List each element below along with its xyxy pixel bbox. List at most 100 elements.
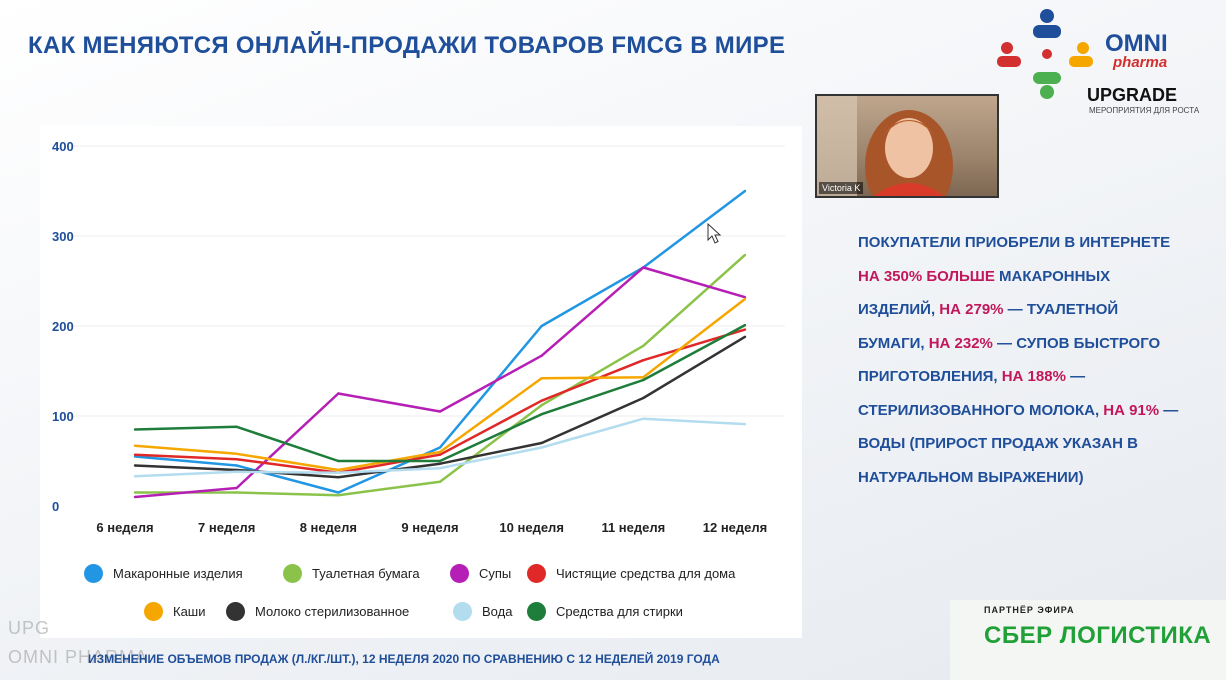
x-tick-label-0: 6 неделя [96,520,153,535]
y-tick-label-1: 100 [52,409,74,424]
data-point-5-4 [540,441,543,445]
data-point-3-3 [438,453,442,456]
insight-text: ПОКУПАТЕЛИ ПРИОБРЕЛИ В ИНТЕРНЕТЕ НА 350%… [858,226,1188,494]
insight-highlight-1: НА 279% [939,301,1004,318]
line-chart: 0 100 200 300 400 6 неделя 7 неделя 8 неделя 9 н… [52,139,785,535]
data-point-4-4 [540,377,543,380]
data-point-4-2 [337,468,340,472]
data-point-2-5 [642,266,645,269]
data-point-3-4 [540,399,543,402]
y-tick-label-0: 0 [52,499,59,514]
legend-item-3: Чистящие средства для дома [527,564,735,583]
data-point-5-5 [642,396,645,400]
data-point-2-2 [337,392,340,395]
participant-video-icon [817,96,953,196]
data-point-6-5 [642,417,645,420]
cursor-icon [707,222,722,244]
data-point-4-3 [438,450,442,454]
x-tick-label-1: 7 неделя [198,520,255,535]
data-point-0-6 [743,189,747,193]
legend-label-2: Супы [479,566,512,581]
y-tick-label-3: 300 [52,229,74,244]
series-line-4 [134,298,746,472]
legend-label-7: Средства для стирки [556,604,683,619]
watermark-line-1: UPG [8,618,51,638]
data-point-5-6 [743,335,747,338]
legend-label-3: Чистящие средства для дома [556,566,736,581]
partner-label: ПАРТНЁР ЭФИРА [984,605,1075,615]
data-point-1-4 [540,404,543,407]
logo-event: UPGRADE [1087,85,1178,105]
x-tick-label-4: 10 неделя [499,520,563,535]
x-tick-label-5: 11 неделя [601,520,665,535]
logo-brand: OMNI [1105,30,1168,57]
data-point-4-0 [133,444,137,447]
data-point-7-1 [235,425,238,428]
data-point-3-5 [642,359,645,362]
data-point-1-1 [235,491,238,494]
logo-figures-icon [997,9,1093,99]
insight-segment-4: — СТЕРИЛИЗОВАННОГО МОЛОКА, [858,368,1104,419]
legend-item-5: Молоко стерилизованное [226,602,409,621]
partner-banner: ПАРТНЁР ЭФИРА СБЕР ЛОГИСТИКА [950,600,1226,680]
data-point-0-2 [337,491,340,494]
data-point-3-6 [743,328,747,331]
data-point-4-5 [642,376,645,379]
insight-highlight-4: НА 91% [1103,401,1160,419]
chart-footnote: ИЗМЕНЕНИЕ ОБЪЕМОВ ПРОДАЖ (Л./КГ./ШТ.), 1… [88,652,720,666]
chart-panel: 0 100 200 300 400 6 неделя 7 неделя 8 неделя 9 н… [40,126,802,638]
legend-label-0: Макаронные изделия [113,566,243,581]
legend-color-4 [144,602,163,621]
legend-item-4: Каши [144,602,206,621]
data-point-4-1 [235,452,238,455]
data-point-7-6 [743,323,747,327]
data-point-2-1 [235,486,238,490]
data-point-6-2 [337,471,340,474]
legend-item-1: Туалетная бумага [283,564,420,583]
data-point-2-0 [133,495,137,499]
insight-highlight-2: НА 232% [928,334,993,352]
data-point-5-2 [337,476,340,479]
data-point-3-0 [133,453,137,456]
legend-item-0: Макаронные изделия [84,564,243,583]
data-point-2-6 [743,296,747,299]
data-point-2-4 [540,354,543,357]
data-point-0-1 [235,464,238,467]
legend-item-2: Супы [450,564,511,583]
logo-script: pharma [1113,54,1168,71]
data-point-1-2 [337,494,340,497]
insight-segment-0: ПОКУПАТЕЛИ ПРИОБРЕЛИ В ИНТЕРНЕТЕ [858,234,1171,251]
insight-segment-1: МАКАРОННЫХ ИЗДЕЛИЙ, [858,267,1111,319]
insight-segment-5: — ВОДЫ (ПРИРОСТ ПРОДАЖ УКАЗАН В НАТУРАЛЬ… [858,401,1179,486]
legend-label-1: Туалетная бумага [312,566,420,581]
data-point-7-3 [438,459,442,463]
data-point-7-5 [642,378,645,382]
data-point-0-3 [438,446,442,449]
data-point-4-6 [743,297,747,301]
legend-item-6: Вода [453,602,512,621]
insight-segment-3: — СУПОВ БЫСТРОГО ПРИГОТОВЛЕНИЯ, [858,334,1161,386]
logo-tagline: МЕРОПРИЯТИЯ ДЛЯ РОСТА [1089,106,1200,115]
data-point-1-3 [438,480,442,483]
data-point-1-5 [642,344,645,347]
data-point-6-0 [133,475,137,478]
data-point-6-4 [540,446,543,449]
webcam-tile[interactable]: Victoria K [815,94,999,198]
data-point-7-4 [540,413,543,416]
legend-item-7: Средства для стирки [527,602,683,621]
data-point-1-0 [133,491,137,494]
legend-color-2 [450,564,469,583]
legend-color-0 [84,564,103,583]
legend-color-5 [226,602,245,621]
legend-label-4: Каши [173,604,206,619]
x-tick-label-6: 12 неделя [703,520,767,535]
x-tick-label-2: 8 неделя [300,520,357,535]
watermark-line-2: OMNI PHARMA [8,647,149,667]
insight-highlight-0: НА 350% БОЛЬШЕ [858,267,995,285]
data-point-6-1 [235,470,238,473]
data-point-0-4 [540,324,543,328]
legend-label-5: Молоко стерилизованное [255,604,410,619]
x-tick-label-3: 9 неделя [401,520,458,535]
insight-highlight-3: НА 188% [1001,368,1066,385]
data-point-6-3 [438,467,442,470]
